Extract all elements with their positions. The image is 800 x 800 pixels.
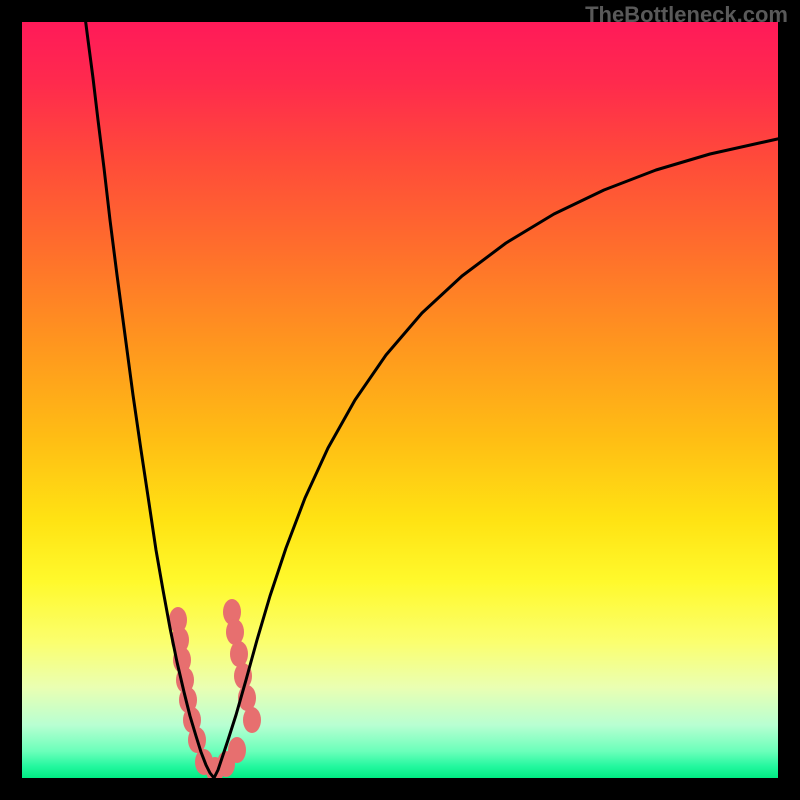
data-marker [226, 619, 244, 645]
frame-border-left [0, 0, 22, 800]
watermark-text: TheBottleneck.com [585, 2, 788, 28]
data-marker [230, 641, 248, 667]
curve-right-branch [214, 134, 800, 778]
frame-border-right [778, 0, 800, 800]
chart-canvas: TheBottleneck.com [0, 0, 800, 800]
curve-left-branch [84, 9, 214, 778]
plot-svg [0, 0, 800, 800]
data-marker [243, 707, 261, 733]
data-marker [228, 737, 246, 763]
frame-border-bottom [0, 778, 800, 800]
